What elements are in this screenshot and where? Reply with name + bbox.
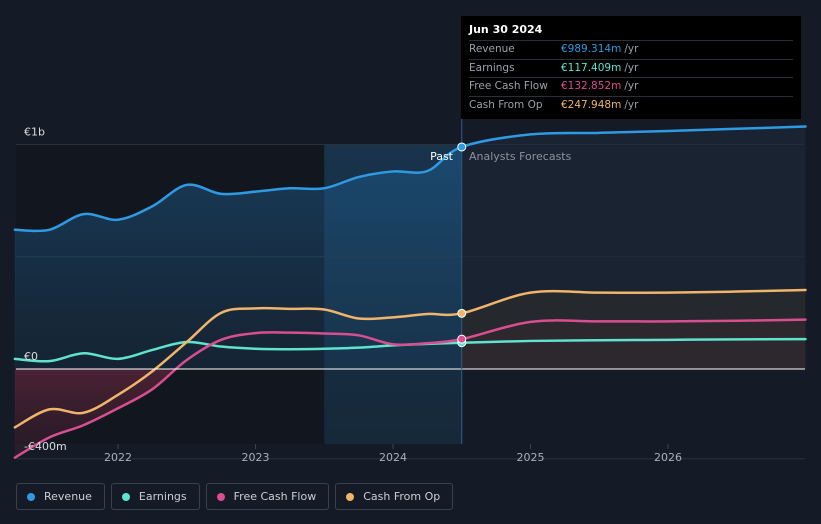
- tooltip-unit: /yr: [624, 61, 639, 74]
- legend-label: Free Cash Flow: [233, 490, 317, 503]
- tooltip-value: €132.852m: [561, 80, 622, 92]
- free-cash-flow-line: [13, 318, 807, 459]
- revenue-line: [13, 125, 807, 233]
- revenue-area-forecast: [461, 126, 806, 369]
- tooltip-label: Revenue: [469, 43, 515, 55]
- legend-dot-icon: [27, 492, 35, 501]
- legend-label: Earnings: [138, 490, 187, 503]
- tooltip-row-earnings: Earnings €117.409m /yr: [469, 58, 793, 78]
- revenue-area-past: [14, 147, 461, 369]
- legend-cash-from-op[interactable]: Cash From Op: [335, 483, 454, 510]
- legend-earnings[interactable]: Earnings: [110, 483, 200, 510]
- tooltip-date: Jun 30 2024: [469, 23, 543, 36]
- x-tick-label: 2022: [104, 451, 132, 464]
- tooltip-value: €247.948m: [561, 98, 622, 111]
- series-lines: [13, 125, 807, 459]
- x-tick-label: 2024: [379, 451, 407, 464]
- tooltip-label: Free Cash Flow: [469, 80, 548, 92]
- legend-label: Cash From Op: [363, 490, 441, 503]
- cfo-area-forecast: [461, 289, 806, 369]
- tooltip-unit: /yr: [624, 43, 639, 55]
- forecast-label: Analysts Forecasts: [469, 150, 572, 163]
- legend-free-cash-flow[interactable]: Free Cash Flow: [205, 483, 330, 510]
- legend-dot-icon: [216, 492, 225, 501]
- tooltip-value: €117.409m: [561, 61, 622, 74]
- axis-labels: €1b €0 -€400m 2022 2023 2024 2025 2026: [24, 126, 682, 465]
- x-tick-label: 2025: [517, 451, 545, 464]
- free-cash-flow-marker: [457, 334, 467, 344]
- x-tick-label: 2026: [654, 451, 682, 464]
- tooltip-label: Earnings: [469, 61, 515, 74]
- cash-from-op-line: [13, 288, 807, 429]
- legend-dot-icon: [346, 492, 355, 501]
- area-fills: [14, 126, 806, 458]
- tooltip-row-cfo: Cash From Op €247.948m /yr: [469, 95, 793, 115]
- earnings-line: [13, 337, 807, 363]
- markers: [457, 142, 467, 348]
- tooltip-value: €989.314m: [561, 43, 622, 55]
- x-tick-label: 2023: [242, 451, 270, 464]
- fcf-area-forecast: [461, 319, 806, 369]
- tooltip-unit: /yr: [624, 80, 639, 92]
- tooltip-row-fcf: Free Cash Flow €132.852m /yr: [469, 77, 793, 96]
- tooltip-unit: /yr: [624, 98, 639, 111]
- legend: Revenue Earnings Free Cash Flow Cash Fro…: [16, 483, 454, 510]
- cash-from-op-marker: [457, 308, 467, 318]
- tooltip-row-revenue: Revenue €989.314m /yr: [469, 40, 793, 59]
- y-tick-label: €1b: [24, 126, 45, 139]
- y-tick-label: -€400m: [24, 440, 67, 453]
- tooltip: Jun 30 2024 Revenue €989.314m /yr Earnin…: [461, 16, 801, 119]
- fcf-negative-area: [14, 369, 806, 458]
- legend-revenue[interactable]: Revenue: [16, 483, 105, 510]
- revenue-marker: [457, 142, 467, 152]
- legend-label: Revenue: [44, 490, 92, 503]
- tooltip-label: Cash From Op: [469, 98, 543, 111]
- y-tick-label: €0: [24, 350, 38, 363]
- legend-dot-icon: [121, 492, 130, 501]
- past-label: Past: [430, 150, 454, 163]
